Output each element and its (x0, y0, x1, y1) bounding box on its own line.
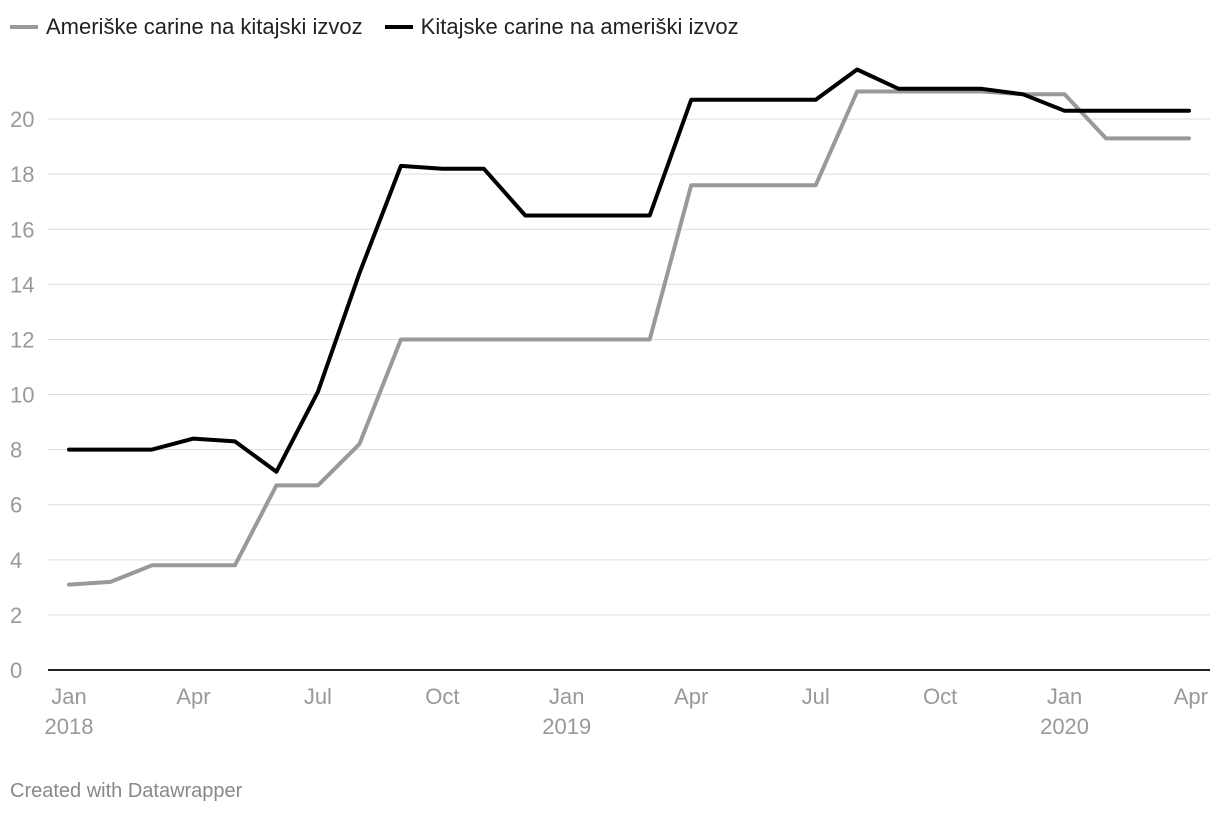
y-tick-label-8: 8 (10, 438, 22, 463)
y-tick-label-14: 14 (10, 272, 34, 297)
legend-label-china-tariffs: Kitajske carine na ameriški izvoz (420, 14, 739, 39)
x-tick-label-jul-18: Jul (802, 684, 830, 709)
line-chart: 0 2 4 6 8 10 12 14 16 18 20 Jan 2018 Apr Jul Oct Jan 2019… (10, 67, 1210, 739)
x-tick-label-apr-3: Apr (176, 684, 210, 709)
legend: Ameriške carine na kitajski izvoz Kitajs… (10, 14, 739, 40)
x-tick-label-oct-21: Oct (923, 684, 957, 709)
legend-item-china-tariffs: Kitajske carine na ameriški izvoz (384, 14, 739, 40)
y-tick-label-4: 4 (10, 548, 22, 573)
y-tick-label-18: 18 (10, 162, 34, 187)
x-tick-label-jan-0: Jan (51, 684, 86, 709)
x-tick-year-2019: 2019 (542, 714, 591, 739)
y-tick-label-10: 10 (10, 383, 34, 408)
x-tick-year-2018: 2018 (45, 714, 94, 739)
legend-item-us-tariffs: Ameriške carine na kitajski izvoz (10, 14, 363, 40)
x-tick-label-jan-24: Jan (1047, 684, 1082, 709)
series-line-china-tariffs (67, 67, 1191, 474)
y-tick-label-0: 0 (10, 658, 22, 683)
y-tick-label-16: 16 (10, 217, 34, 242)
x-tick-label-jan-12: Jan (549, 684, 584, 709)
legend-label-us-tariffs: Ameriške carine na kitajski izvoz (46, 14, 363, 39)
x-tick-label-oct-9: Oct (425, 684, 459, 709)
series-line-us-tariffs (67, 89, 1191, 587)
legend-swatch-china-tariffs (384, 25, 413, 29)
credit-text: Created with Datawrapper (10, 780, 243, 802)
y-tick-label-2: 2 (10, 603, 22, 628)
x-tick-label-apr-15: Apr (674, 684, 708, 709)
y-tick-label-20: 20 (10, 107, 34, 132)
x-tick-year-2020: 2020 (1040, 714, 1089, 739)
legend-swatch-us-tariffs (10, 25, 38, 29)
x-tick-label-apr-27: Apr (1174, 684, 1208, 709)
x-tick-label-jul-6: Jul (304, 684, 332, 709)
y-tick-label-6: 6 (10, 493, 22, 518)
y-tick-label-12: 12 (10, 327, 34, 352)
